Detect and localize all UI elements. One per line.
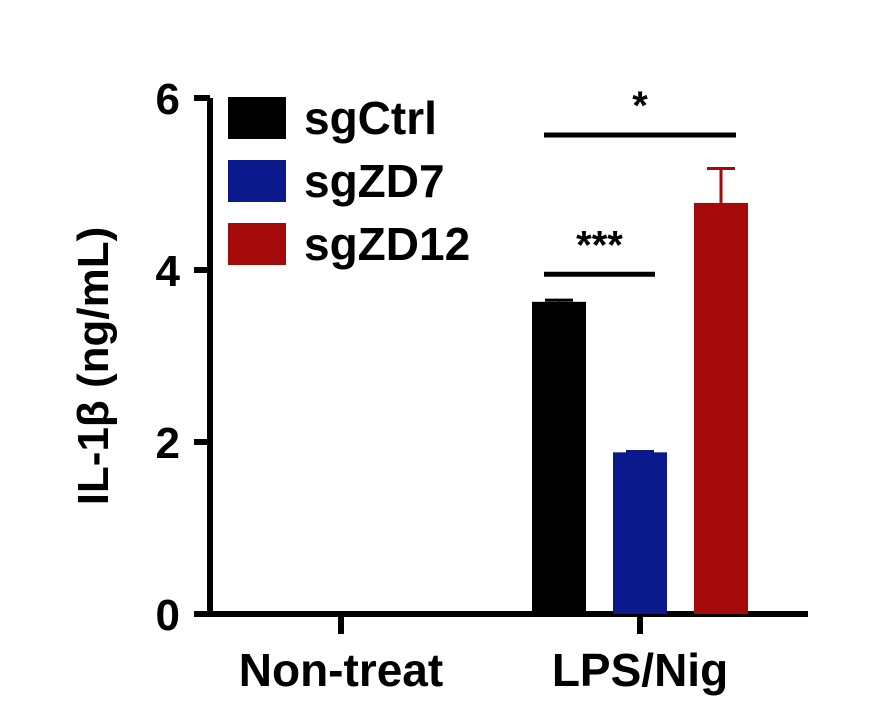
y-ticks: 0 2 4 6	[156, 75, 210, 640]
legend-swatch-sgZD7	[228, 160, 286, 202]
bars	[532, 202, 748, 615]
y-axis-title: IL-1β (ng/mL)	[69, 227, 118, 506]
bar-sgCtrl-1	[532, 301, 586, 614]
significance-label-0: ***	[576, 223, 623, 267]
bar-sgZD7-1	[613, 452, 667, 614]
legend-label-sgZD12: sgZD12	[304, 218, 470, 270]
x-category-label-1: LPS/Nig	[552, 644, 728, 696]
significance-annotations: ****	[544, 84, 736, 277]
significance-label-1: *	[632, 84, 648, 128]
y-tick-label-2: 4	[156, 247, 181, 296]
x-category-label-0: Non-treat	[239, 644, 443, 696]
legend-label-sgCtrl: sgCtrl	[304, 92, 437, 144]
legend-label-sgZD7: sgZD7	[304, 155, 445, 207]
legend: sgCtrl sgZD7 sgZD12	[228, 92, 470, 270]
error-bars	[545, 167, 735, 453]
legend-swatch-sgZD12	[228, 223, 286, 265]
y-tick-label-3: 6	[156, 75, 180, 124]
bar-sgZD12-1	[694, 202, 748, 615]
x-categories: Non-treat LPS/Nig	[239, 614, 728, 696]
legend-swatch-sgCtrl	[228, 97, 286, 139]
y-tick-label-1: 2	[156, 419, 180, 468]
y-tick-label-0: 0	[156, 591, 180, 640]
